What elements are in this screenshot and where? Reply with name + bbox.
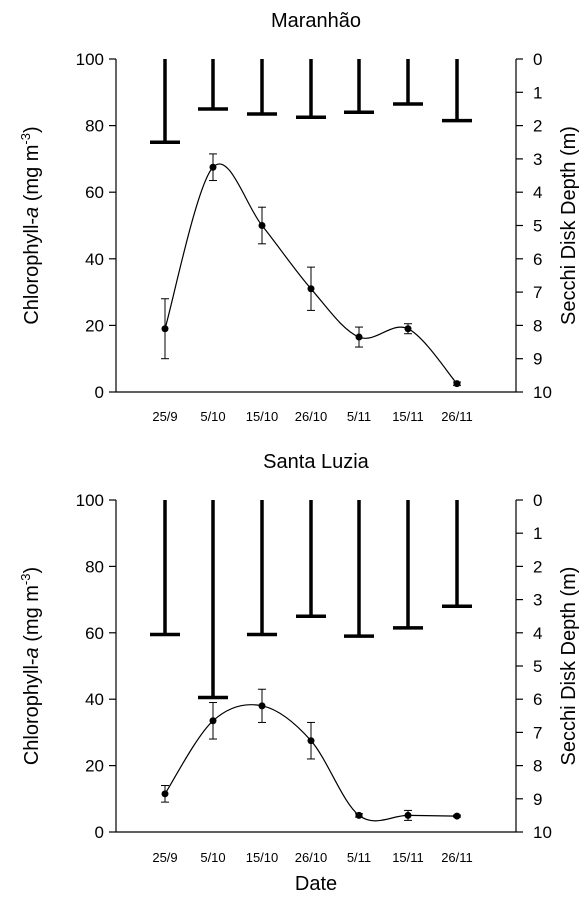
y-tick-label: 100 (76, 491, 104, 510)
x-tick-label: 15/10 (246, 409, 279, 424)
right-y-tick-label: 0 (533, 50, 542, 69)
y-tick-label: 100 (76, 50, 104, 69)
right-y-tick-label: 7 (533, 283, 542, 302)
right-y-tick-label: 8 (533, 757, 542, 776)
x-tick-label: 15/11 (392, 850, 424, 865)
x-axis-label: Date (295, 873, 337, 895)
right-y-tick-label: 3 (533, 150, 542, 169)
y-axis-label: Chlorophyll-a (mg m-3) (18, 126, 43, 324)
right-y-tick-label: 10 (533, 823, 552, 842)
right-y-tick-label: 5 (533, 217, 542, 236)
right-y-tick-label: 1 (533, 524, 542, 543)
data-point (209, 717, 217, 725)
data-point (209, 163, 217, 171)
x-tick-label: 5/11 (347, 850, 371, 865)
y-tick-label: 20 (85, 757, 104, 776)
x-tick-label: 26/10 (295, 409, 328, 424)
right-y-axis-label: Secchi Disk Depth (m) (558, 567, 580, 766)
right-y-tick-label: 7 (533, 723, 542, 742)
chart-panel-2: Santa Luzia 0 20 40 60 80 100 0 1 2 3 4 5 6 7 8 9 10 25/9 5… (18, 451, 580, 895)
x-tick-label: 26/11 (441, 409, 473, 424)
y-tick-label: 60 (85, 183, 104, 202)
data-point (161, 790, 169, 798)
data-point (453, 812, 461, 820)
data-point (307, 285, 315, 293)
right-y-tick-label: 4 (533, 624, 542, 643)
chart-title: Maranhão (271, 10, 361, 32)
x-tick-label: 26/10 (295, 850, 328, 865)
x-tick-label: 25/9 (152, 850, 177, 865)
right-y-tick-label: 5 (533, 657, 542, 676)
x-tick-label: 15/10 (246, 850, 279, 865)
right-y-tick-label: 1 (533, 83, 542, 102)
chart-panel-1: Maranhão 0 20 40 60 80 100 0 1 2 3 4 5 6 7 8 9 10 25/9 5/10… (18, 10, 580, 424)
right-y-tick-label: 9 (533, 350, 542, 369)
data-point (355, 333, 363, 341)
y-tick-label: 0 (95, 383, 104, 402)
data-point (404, 325, 412, 333)
data-point (355, 811, 363, 819)
right-y-tick-label: 6 (533, 250, 542, 269)
data-point (161, 325, 169, 333)
data-point (307, 737, 315, 745)
y-tick-label: 40 (85, 690, 104, 709)
right-y-tick-label: 3 (533, 591, 542, 610)
x-tick-label: 15/11 (392, 409, 424, 424)
right-y-tick-label: 2 (533, 117, 542, 136)
y-tick-label: 0 (95, 823, 104, 842)
data-point (453, 380, 461, 388)
x-tick-label: 5/11 (347, 409, 371, 424)
right-y-tick-label: 2 (533, 557, 542, 576)
right-y-axis-label: Secchi Disk Depth (m) (558, 126, 580, 325)
y-tick-label: 60 (85, 624, 104, 643)
y-axis-label: Chlorophyll-a (mg m-3) (18, 567, 43, 765)
chart-title: Santa Luzia (263, 451, 370, 473)
y-tick-label: 20 (85, 316, 104, 335)
right-y-tick-label: 4 (533, 183, 542, 202)
data-point (258, 702, 266, 710)
right-y-tick-label: 10 (533, 383, 552, 402)
data-point (404, 811, 412, 819)
y-tick-label: 80 (85, 117, 104, 136)
x-tick-label: 5/10 (200, 850, 225, 865)
y-tick-label: 40 (85, 250, 104, 269)
x-tick-label: 26/11 (441, 850, 473, 865)
data-point (258, 222, 266, 229)
right-y-tick-label: 6 (533, 690, 542, 709)
x-tick-label: 5/10 (200, 409, 225, 424)
x-tick-label: 25/9 (152, 409, 177, 424)
right-y-tick-label: 8 (533, 316, 542, 335)
y-tick-label: 80 (85, 557, 104, 576)
right-y-tick-label: 0 (533, 491, 542, 510)
right-y-tick-label: 9 (533, 790, 542, 809)
